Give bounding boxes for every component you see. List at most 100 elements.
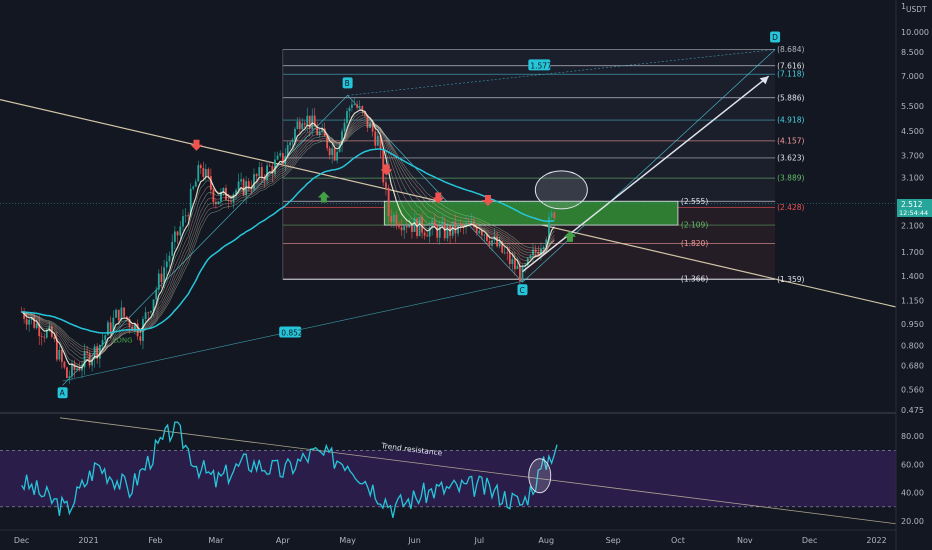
candle-body [73, 363, 76, 370]
price-axis-tick: 1.700 [901, 248, 924, 257]
candle-body [281, 153, 284, 164]
candle-body [428, 227, 431, 237]
candle-body [149, 311, 152, 313]
candle-body [550, 212, 553, 217]
rsi-axis-tick: 20.00 [901, 517, 924, 526]
ratio-label-ab-bg [279, 326, 302, 338]
rsi-pane[interactable]: Trend resistance [0, 417, 897, 525]
pattern-point-badge [770, 31, 781, 43]
candle-body [426, 235, 429, 237]
candle-body [78, 368, 81, 371]
candle-body [488, 241, 491, 246]
candle-body [508, 252, 511, 265]
candle-body [55, 339, 58, 360]
pattern-point-label: B [345, 79, 350, 88]
candle-body [30, 317, 33, 320]
long-signal-label: LONG [113, 336, 133, 344]
candle-body [53, 336, 56, 340]
candle-body [86, 351, 88, 354]
fib-level-label: (4.918) [777, 116, 804, 125]
candle-body [503, 252, 506, 254]
candle-body [408, 225, 411, 228]
candle-body [40, 336, 43, 337]
ma-ribbon-line [21, 121, 555, 354]
candle-body [311, 115, 314, 129]
candle-body [96, 346, 99, 359]
candle-body [147, 312, 150, 314]
time-axis-label: 2022 [866, 536, 886, 545]
candle-body [353, 104, 356, 106]
price-axis-tick: 0.560 [901, 386, 924, 395]
candle-body [343, 122, 346, 132]
ratio-label-ab: 0.852 [281, 329, 303, 338]
ma-slow-line [21, 148, 555, 334]
time-axis-label: May [339, 536, 356, 545]
candle-body [179, 226, 182, 236]
fib-level-label: (7.616) [777, 61, 804, 70]
ma-ribbon-line [21, 123, 555, 352]
sell-arrow-icon [432, 192, 445, 204]
candle-body [483, 234, 486, 236]
candle-body [413, 218, 416, 232]
candle-body [165, 261, 168, 268]
candle-body [139, 336, 142, 341]
pattern-point-badge [57, 387, 68, 399]
time-axis-label: Dec [14, 536, 29, 545]
candle-body [390, 216, 393, 223]
candle-body [279, 153, 282, 156]
time-axis[interactable]: Dec 2021 Feb Mar Apr May Jun Jul Aug Sep Oct Nov Dec… [14, 536, 887, 545]
price-pane[interactable]: LONG (8.684) (7.616)(7.118) (5.886) (4.918) (… [0, 31, 897, 399]
candle-body [152, 299, 155, 312]
price-axis-tick: 0.800 [901, 341, 924, 350]
candle-body [66, 367, 68, 378]
candle-body [438, 225, 441, 238]
candle-body [71, 363, 73, 377]
candle-body [76, 368, 78, 370]
candle-body [60, 349, 63, 362]
candle-body [506, 252, 509, 254]
time-axis-label: Jul [473, 536, 484, 545]
candle-body [276, 155, 279, 160]
price-axis-tick: 3.100 [901, 173, 924, 182]
fib-level-label: (2.109) [681, 221, 708, 230]
sell-arrow-icon [481, 194, 494, 206]
fib-level-label: (3.889) [777, 174, 804, 183]
candle-body [519, 265, 521, 282]
candle-body [83, 351, 86, 368]
candle-body [385, 182, 387, 188]
candle-body [537, 251, 540, 255]
candle-body [470, 221, 473, 224]
price-axis-tick: 10.000 [901, 28, 929, 37]
candle-body [336, 151, 339, 161]
time-axis-label: Feb [148, 536, 162, 545]
pattern-point-badge [517, 284, 528, 296]
candle-body [371, 123, 374, 132]
candle-body [348, 107, 351, 112]
rsi-band [0, 450, 896, 507]
candle-body [431, 220, 434, 228]
candle-body [104, 335, 107, 341]
candle-body [398, 226, 400, 228]
candle-body [144, 312, 147, 320]
sell-arrow-icon [380, 164, 393, 176]
candle-body [163, 267, 165, 283]
candle-body [28, 319, 31, 325]
candle-body [255, 174, 258, 177]
candle-body [382, 149, 385, 183]
time-axis-label: Dec [802, 536, 817, 545]
candle-body [387, 187, 390, 217]
candle-body [260, 167, 263, 178]
time-axis-label: Oct [671, 536, 685, 545]
rsi-axis[interactable]: 80.00 60.00 40.00 20.00 [901, 432, 924, 526]
buy-arrow-icon [563, 230, 576, 242]
candle-body [296, 121, 299, 129]
candle-body [418, 217, 421, 237]
candle-body [253, 174, 255, 189]
price-axis-tick: 7.000 [901, 72, 924, 81]
candle-body [271, 166, 274, 174]
candle-body [230, 201, 232, 203]
candle-body [63, 361, 66, 368]
candle-body [197, 165, 200, 182]
last-price-value: 2.512 [901, 200, 923, 209]
